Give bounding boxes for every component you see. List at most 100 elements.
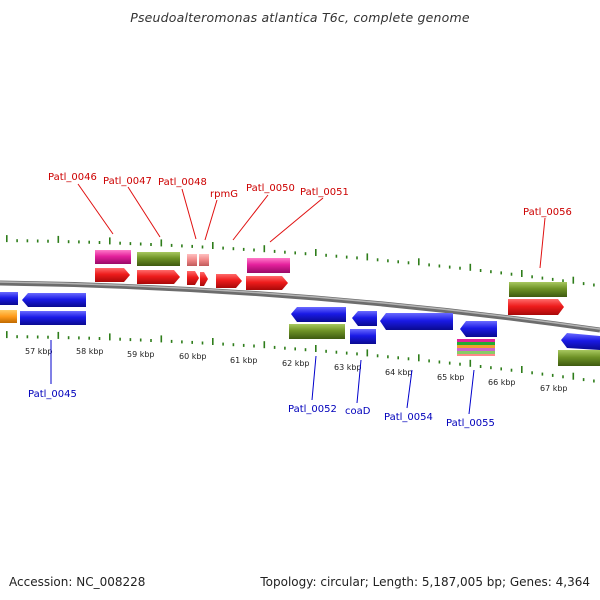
tick-mark (36, 335, 39, 339)
tick-mark (67, 336, 70, 340)
gene-feature[interactable] (247, 258, 290, 273)
tick-mark (212, 242, 214, 249)
gene-label[interactable]: Patl_0054 (384, 412, 433, 423)
tick-mark (47, 239, 49, 243)
tick-mark (222, 342, 224, 346)
tick-mark (119, 241, 121, 245)
tick-mark (562, 375, 564, 379)
gene-feature[interactable] (0, 292, 18, 305)
gene-feature[interactable] (558, 350, 600, 366)
arrow-left-icon[interactable] (352, 311, 377, 326)
gene-label[interactable]: Patl_0045 (28, 389, 77, 400)
tick-mark (26, 239, 29, 243)
arrow-left-icon[interactable] (291, 307, 346, 322)
gene-label[interactable]: Patl_0047 (103, 176, 152, 187)
tick-mark (593, 379, 595, 383)
tick-mark (232, 343, 235, 347)
tick-mark (345, 351, 348, 355)
gene-feature[interactable] (20, 311, 86, 325)
tick-mark (294, 251, 296, 255)
tick-mark (222, 246, 224, 250)
tick-mark (170, 243, 173, 247)
tick-mark (572, 372, 575, 380)
gene-feature[interactable] (350, 329, 376, 344)
tick-mark (304, 348, 307, 352)
tick-mark (57, 235, 60, 243)
tick-mark (541, 372, 544, 376)
scale-labels: 57 kbp 58 kbp 59 kbp 60 kbp 61 kbp 62 kb… (25, 347, 568, 393)
tick-mark (242, 343, 245, 347)
tick-mark (139, 242, 142, 246)
tick-mark (78, 336, 80, 340)
tick-mark (438, 360, 441, 364)
tick-mark (98, 337, 101, 340)
gene-label[interactable]: coaD (345, 406, 371, 417)
gene-label[interactable]: rpmG (210, 189, 238, 200)
scale-label: 57 kbp (25, 347, 53, 356)
scale-label: 59 kbp (127, 350, 155, 359)
arrow-right-icon[interactable] (95, 268, 130, 282)
arrow-right-icon[interactable] (200, 272, 208, 286)
tick-mark (325, 253, 327, 257)
tick-mark (273, 345, 276, 349)
upper-forward-genes (95, 268, 564, 315)
tick-mark (139, 338, 142, 342)
tick-mark (459, 362, 461, 366)
gene-label[interactable]: Patl_0046 (48, 172, 97, 183)
tick-mark (510, 368, 513, 372)
lower-outer-track (0, 310, 600, 366)
gene-feature[interactable] (289, 324, 345, 339)
arrow-left-icon[interactable] (380, 313, 453, 330)
scale-label: 63 kbp (334, 363, 362, 372)
scale-label: 62 kbp (282, 359, 310, 368)
scale-label: 60 kbp (179, 352, 207, 361)
scale-label: 67 kbp (540, 384, 568, 393)
tick-mark (242, 247, 245, 251)
tick-mark (490, 270, 492, 274)
arrow-left-icon[interactable] (460, 321, 497, 337)
arrow-left-icon[interactable] (561, 333, 600, 350)
gene-label[interactable]: Patl_0051 (300, 187, 349, 198)
gene-feature[interactable] (95, 250, 131, 264)
gene-feature[interactable] (187, 254, 197, 266)
arrow-right-icon[interactable] (187, 271, 199, 285)
tick-mark (562, 279, 564, 283)
tick-mark (469, 359, 472, 367)
tick-mark (593, 283, 595, 287)
gene-label[interactable]: Patl_0050 (246, 183, 295, 194)
arrow-left-icon[interactable] (22, 293, 86, 307)
tick-mark (150, 339, 152, 342)
gene-label[interactable]: Patl_0056 (523, 207, 572, 218)
tick-mark (335, 350, 338, 354)
tick-mark (521, 270, 523, 277)
arrow-right-icon[interactable] (216, 274, 242, 288)
lower-reverse-genes (0, 292, 600, 350)
gene-feature[interactable] (199, 254, 209, 266)
tick-mark (356, 256, 358, 260)
tick-mark (490, 366, 492, 370)
gene-label[interactable]: Patl_0055 (446, 418, 495, 429)
gene-label[interactable]: Patl_0052 (288, 404, 337, 415)
tick-mark (572, 276, 575, 284)
gene-label[interactable]: Patl_0048 (158, 177, 207, 188)
tick-mark (57, 331, 60, 339)
arrow-right-icon[interactable] (508, 299, 564, 315)
tick-mark (428, 359, 430, 363)
tick-mark (98, 241, 101, 244)
tick-mark (191, 340, 193, 344)
gene-feature[interactable] (0, 310, 17, 323)
tick-mark (531, 275, 533, 279)
genome-backbone (0, 280, 600, 333)
genome-backbone-highlight (0, 281, 600, 330)
scale-label: 66 kbp (488, 378, 516, 387)
tick-mark (315, 345, 317, 352)
tick-mark (160, 239, 163, 247)
gene-feature[interactable] (509, 282, 567, 297)
arrow-right-icon[interactable] (137, 270, 180, 284)
arrow-right-icon[interactable] (246, 276, 288, 290)
striped-gene-feature[interactable] (457, 339, 495, 356)
gene-feature[interactable] (137, 252, 180, 266)
genome-stats-text: Topology: circular; Length: 5,187,005 bp… (260, 575, 590, 589)
tick-mark (376, 258, 379, 262)
